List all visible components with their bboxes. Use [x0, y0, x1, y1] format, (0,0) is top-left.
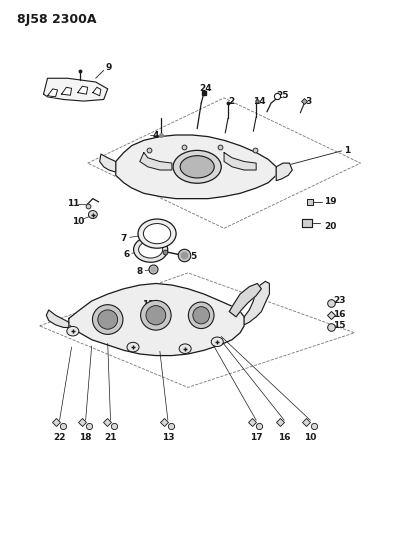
Ellipse shape: [143, 223, 171, 244]
Ellipse shape: [193, 306, 210, 324]
Polygon shape: [140, 152, 172, 170]
Polygon shape: [100, 154, 116, 172]
Polygon shape: [244, 281, 269, 325]
Ellipse shape: [141, 301, 171, 330]
Ellipse shape: [139, 241, 163, 258]
Text: 9: 9: [106, 63, 112, 72]
Polygon shape: [46, 310, 69, 327]
Text: 13: 13: [162, 433, 174, 442]
Polygon shape: [301, 219, 312, 227]
Text: 12: 12: [141, 300, 154, 309]
Ellipse shape: [93, 305, 123, 334]
Text: 25: 25: [276, 91, 288, 100]
Ellipse shape: [180, 156, 214, 178]
Polygon shape: [116, 135, 276, 199]
Text: 22: 22: [53, 433, 66, 442]
Ellipse shape: [211, 337, 223, 346]
Polygon shape: [44, 78, 108, 101]
Text: 6: 6: [124, 251, 130, 260]
Ellipse shape: [173, 150, 221, 183]
Text: 8J58 2300A: 8J58 2300A: [17, 13, 97, 26]
Text: 23: 23: [333, 296, 345, 305]
Ellipse shape: [88, 211, 97, 219]
Text: 4: 4: [153, 131, 159, 140]
Text: 16: 16: [333, 310, 345, 319]
Ellipse shape: [134, 237, 168, 262]
Polygon shape: [48, 89, 57, 97]
Ellipse shape: [67, 326, 79, 336]
Polygon shape: [78, 86, 88, 94]
Text: 2: 2: [228, 96, 234, 106]
Text: 8: 8: [137, 268, 143, 276]
Polygon shape: [61, 87, 72, 95]
Text: 10: 10: [304, 433, 316, 442]
Text: 21: 21: [104, 433, 117, 442]
Ellipse shape: [146, 305, 166, 325]
Polygon shape: [224, 152, 256, 170]
Ellipse shape: [127, 342, 139, 352]
Ellipse shape: [188, 302, 214, 328]
Text: 10: 10: [72, 217, 84, 226]
Text: 19: 19: [324, 197, 337, 206]
Text: 15: 15: [333, 321, 345, 330]
Text: 5: 5: [190, 253, 196, 262]
Text: 17: 17: [250, 433, 263, 442]
Text: 7: 7: [120, 235, 127, 244]
Text: 16: 16: [278, 433, 290, 442]
Text: 3: 3: [305, 96, 311, 106]
Polygon shape: [229, 284, 261, 317]
Ellipse shape: [98, 310, 118, 329]
Text: 14: 14: [253, 96, 266, 106]
Text: 24: 24: [200, 84, 213, 93]
Ellipse shape: [179, 344, 191, 353]
Polygon shape: [93, 87, 101, 96]
Polygon shape: [276, 163, 292, 181]
Text: 20: 20: [324, 222, 337, 231]
Text: 18: 18: [80, 433, 92, 442]
Ellipse shape: [138, 219, 176, 248]
Text: 1: 1: [344, 147, 350, 156]
Text: 11: 11: [67, 199, 80, 208]
Polygon shape: [69, 284, 244, 356]
